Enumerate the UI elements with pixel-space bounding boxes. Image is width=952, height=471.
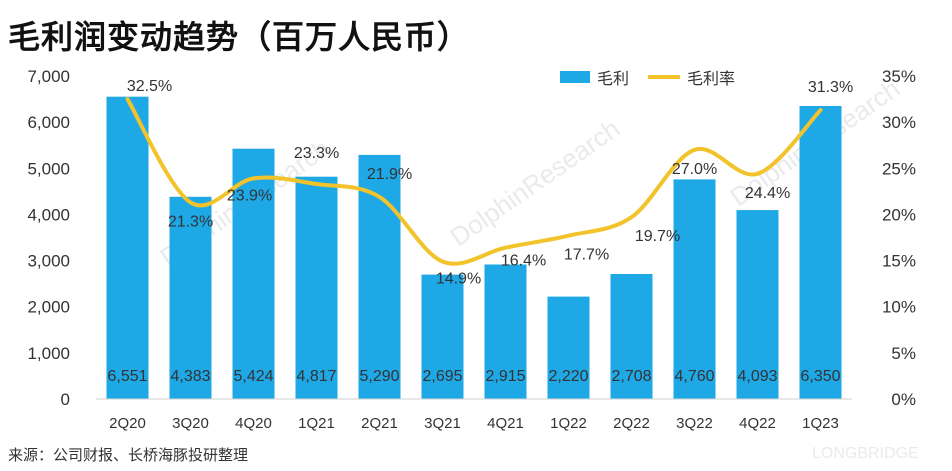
x-tick-4Q20: 4Q20	[235, 415, 272, 432]
bar-value-label: 2,695	[422, 368, 462, 385]
y-left-tick: 4,000	[27, 205, 70, 224]
y-left-tick: 3,000	[27, 252, 70, 271]
bar-value-label: 6,551	[107, 368, 147, 385]
bar-1Q23	[799, 106, 842, 399]
y-right-tick: 5%	[891, 344, 916, 363]
labels-layer: 6,551 4,383 5,424 4,817 5,290 2,695 2,915 2,220…	[107, 78, 853, 385]
x-tick-3Q22: 3Q22	[676, 415, 713, 432]
y-left-tick: 0	[61, 390, 70, 409]
bar-2Q22	[610, 274, 653, 399]
source-note: 来源：公司财报、长桥海豚投研整理	[8, 446, 249, 464]
line-value-label: 23.9%	[227, 187, 272, 204]
line-value-label: 14.9%	[436, 271, 481, 288]
bar-1Q21	[295, 176, 338, 399]
line-value-label: 21.3%	[168, 213, 213, 230]
y-right-tick: 10%	[882, 298, 916, 317]
bar-2Q20	[106, 96, 149, 399]
bar-value-label: 4,817	[296, 368, 336, 385]
bar-value-label: 5,424	[233, 368, 273, 385]
y-right-tick: 35%	[882, 67, 916, 86]
bars-layer	[106, 96, 842, 399]
y-left-tick: 5,000	[27, 159, 70, 178]
bar-value-label: 4,383	[170, 368, 210, 385]
line-value-label: 17.7%	[564, 247, 609, 264]
y-right-tick: 30%	[882, 113, 916, 132]
bar-value-label: 4,093	[737, 368, 777, 385]
legend-swatch-bar	[560, 71, 590, 83]
y-left-tick: 6,000	[27, 113, 70, 132]
x-tick-1Q22: 1Q22	[550, 415, 587, 432]
x-tick-4Q21: 4Q21	[487, 415, 524, 432]
line-value-label: 31.3%	[808, 79, 853, 96]
y-right-tick: 25%	[882, 159, 916, 178]
bar-4Q20	[232, 148, 275, 399]
line-value-label: 24.4%	[745, 185, 790, 202]
legend: 毛利 毛利率	[560, 69, 735, 88]
margin-line	[125, 97, 823, 266]
bar-1Q22	[547, 296, 590, 399]
line-value-label: 16.4%	[501, 253, 546, 270]
bar-value-label: 6,350	[800, 368, 840, 385]
line-value-label: 21.9%	[367, 166, 412, 183]
line-value-label: 27.0%	[672, 161, 717, 178]
bar-value-label: 2,220	[548, 368, 588, 385]
x-tick-1Q23: 1Q23	[802, 415, 839, 432]
axes-layer: 0 1,000 2,000 3,000 4,000 5,000 6,000 7,000 0% 5%…	[27, 67, 916, 432]
y-left-tick: 2,000	[27, 298, 70, 317]
line-value-label: 23.3%	[294, 145, 339, 162]
x-tick-2Q21: 2Q21	[361, 415, 398, 432]
x-tick-2Q20: 2Q20	[109, 415, 146, 432]
bar-value-label: 2,708	[611, 368, 651, 385]
bar-4Q21	[484, 264, 527, 399]
chart-title: 毛利润变动趋势（百万人民币）	[8, 18, 471, 56]
x-tick-3Q21: 3Q21	[424, 415, 461, 432]
bar-4Q22	[736, 210, 779, 399]
bar-value-label: 5,290	[359, 368, 399, 385]
watermark-small: LONGBRIDGE	[812, 445, 919, 462]
y-right-tick: 20%	[882, 205, 916, 224]
bar-3Q21	[421, 274, 464, 399]
line-value-label: 32.5%	[127, 78, 172, 95]
y-right-tick: 0%	[891, 390, 916, 409]
bar-3Q22	[673, 179, 716, 399]
y-right-tick: 15%	[882, 252, 916, 271]
bar-value-label: 4,760	[674, 368, 714, 385]
x-tick-4Q22: 4Q22	[739, 415, 776, 432]
x-tick-2Q22: 2Q22	[613, 415, 650, 432]
line-layer	[125, 97, 823, 266]
y-left-tick: 7,000	[27, 67, 70, 86]
x-tick-3Q20: 3Q20	[172, 415, 209, 432]
bar-value-label: 2,915	[485, 368, 525, 385]
y-left-tick: 1,000	[27, 344, 70, 363]
legend-label-line: 毛利率	[687, 69, 735, 88]
x-tick-1Q21: 1Q21	[298, 415, 335, 432]
line-value-label: 19.7%	[635, 228, 680, 245]
bar-3Q20	[169, 196, 212, 399]
legend-label-bar: 毛利	[597, 69, 629, 88]
